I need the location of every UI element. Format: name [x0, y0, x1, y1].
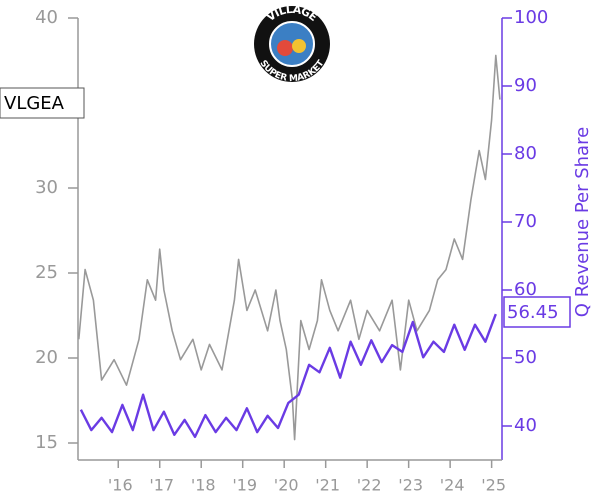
y-tick-label: 20	[35, 347, 58, 368]
last-value-box	[503, 296, 571, 328]
y-tick-label: 30	[35, 177, 58, 198]
x-tick-label: '19	[232, 476, 257, 495]
x-tick-label: '24	[440, 476, 465, 495]
logo-top: VILLAGE	[264, 3, 320, 24]
y2-tick-label: 90	[514, 75, 537, 96]
series-name: VLGEA	[4, 93, 65, 114]
y-tick-label: 40	[35, 7, 58, 28]
y2-tick-label: 70	[514, 211, 537, 232]
last-value: 56.45	[503, 296, 571, 328]
y2-tick-label: 60	[514, 279, 537, 300]
logo-fruit	[292, 39, 306, 53]
price-line	[78, 54, 501, 441]
logo-fruit	[277, 40, 293, 56]
x-tick-label: '16	[108, 476, 133, 495]
y2-axis-title: Q Revenue Per Share	[572, 127, 593, 317]
last-value-label: 56.45	[507, 302, 559, 323]
y2-tick-label: 80	[514, 143, 537, 164]
x-tick-label: '25	[481, 476, 506, 495]
logo: VILLAGE SUPER MARKET	[254, 3, 330, 84]
x-tick-label: '17	[149, 476, 174, 495]
y2-tick-label: 100	[514, 7, 548, 28]
logo-center	[269, 21, 315, 67]
x-tick-label: '22	[357, 476, 382, 495]
y2-tick-label: 50	[514, 347, 537, 368]
x-tick-label: '18	[191, 476, 216, 495]
logo-text: VILLAGE	[264, 3, 320, 24]
y-tick-label: 25	[35, 262, 58, 283]
series-label-box	[0, 87, 85, 119]
y-tick-label: 15	[35, 432, 58, 453]
revenue-line	[79, 313, 497, 439]
x-tick-label: '21	[315, 476, 340, 495]
series-label: VLGEA	[0, 87, 85, 119]
x-tick-label: '23	[398, 476, 423, 495]
y2-tick-label: 40	[514, 415, 537, 436]
x-tick-label: '20	[274, 476, 299, 495]
